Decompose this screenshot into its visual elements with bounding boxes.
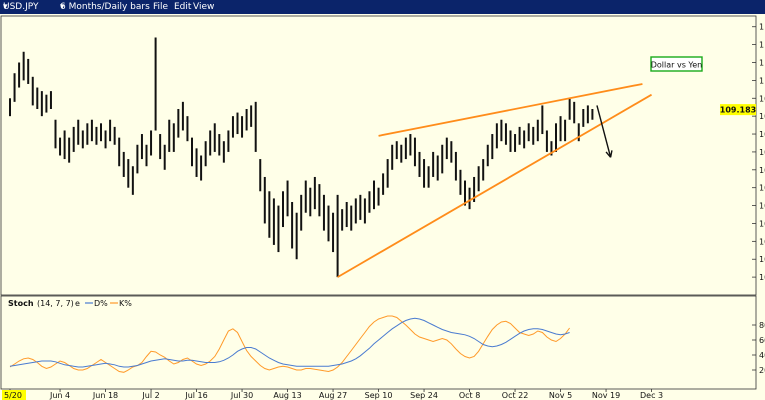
price-tick-label: 106.500 [759,202,765,211]
price-tick-label: 104.500 [759,273,765,282]
price-panel-frame [0,15,757,296]
menu-view[interactable]: View [193,2,215,12]
stoch-lines [9,315,570,373]
chart-titlebar: USD.JPY ▾ 6 Months/Daily bars ▾ File Edi… [0,0,765,14]
price-panel: 104.500 105.000 105.500 106.000 106.500 107.0… [0,15,765,296]
price-tick-label: 107.500 [759,166,765,175]
trendline [378,83,643,137]
x-tick-label: Dec 3 [640,391,663,400]
stoch-tick-label: 60 [759,336,765,345]
x-tick-label: Oct 22 [502,391,529,400]
stoch-title: Stoch [8,299,34,308]
stoch-ticks: 20 40 60 80 [752,321,765,375]
legend-k: K% [119,299,132,308]
trendline [337,93,653,278]
menu-file[interactable]: File [153,2,169,12]
price-tick-label: 106.000 [759,219,765,228]
x-axis: 5/20 Jun 4 Jun 18 Jul 2 Jul 16 Jul 30 Aug 13 Au… [2,389,663,400]
price-tick-label: 110.000 [759,76,765,85]
arrow-shaft [596,105,612,158]
price-tick-label: 108.500 [759,130,765,139]
price-ticks: 104.500 105.000 105.500 106.000 106.500 107.0… [752,23,765,282]
last-price-label: 109.183 [720,106,756,115]
last-price-tag: 109.183 [720,104,756,116]
stoch-tick-label: 40 [759,351,765,360]
price-tick-label: 108.000 [759,148,765,157]
chevron-down-icon: ▾ [60,2,65,12]
x-tick-label: Jul 2 [141,391,159,400]
x-start-tag [2,390,26,400]
timeframe-label: 6 Months/Daily bars [60,2,150,12]
x-tick-label: Sep 24 [410,391,438,400]
x-tick-label: Jun 18 [92,391,118,400]
stoch-tick-label: 20 [759,366,765,375]
stoch-panel: Stoch (14, 7, 7) e D% K% 20 40 60 80 [0,295,765,390]
chevron-down-icon: ▾ [3,2,8,12]
price-tick-label: 111.000 [759,41,765,50]
stoch-params: (14, 7, 7) [37,299,74,308]
x-tick-label: Jul 30 [230,391,253,400]
x-tick-label: Sep 10 [365,391,393,400]
annotation-box: Dollar vs Yen [650,56,703,72]
arrow-head [605,150,613,158]
x-tick-label: Nov 5 [549,391,572,400]
x-tick-label: Jun 4 [49,391,70,400]
legend-d: D% [94,299,108,308]
annotation-frame [650,56,703,72]
k-line [9,315,570,373]
price-tick-label: 107.000 [759,184,765,193]
last-price-box [720,104,756,116]
symbol-label: USD.JPY [3,2,39,12]
price-tick-label: 105.000 [759,255,765,264]
x-tick-label: 5/20 [4,391,22,400]
x-tick-label: Jul 16 [184,391,207,400]
annotation-text: Dollar vs Yen [651,61,703,70]
x-tick-label: Oct 8 [459,391,480,400]
stoch-legend: Stoch (14, 7, 7) e D% K% [8,299,132,308]
menu-edit[interactable]: Edit [174,2,192,12]
stoch-tick-label: 80 [759,321,765,330]
x-tick-label: Aug 13 [273,391,301,400]
d-line [9,317,570,368]
x-tick-label: Nov 19 [592,391,620,400]
price-tick-label: 109.500 [759,94,765,103]
price-bars [9,37,594,278]
stoch-panel-frame [0,295,757,390]
trendlines [337,83,653,278]
price-tick-label: 105.500 [759,237,765,246]
price-tick-label: 111.500 [759,23,765,32]
x-tick-label: Aug 27 [319,391,347,400]
stoch-params-suffix: e [75,299,80,308]
down-arrow [596,105,613,158]
price-tick-label: 109.000 [759,112,765,121]
price-tick-label: 110.500 [759,59,765,68]
